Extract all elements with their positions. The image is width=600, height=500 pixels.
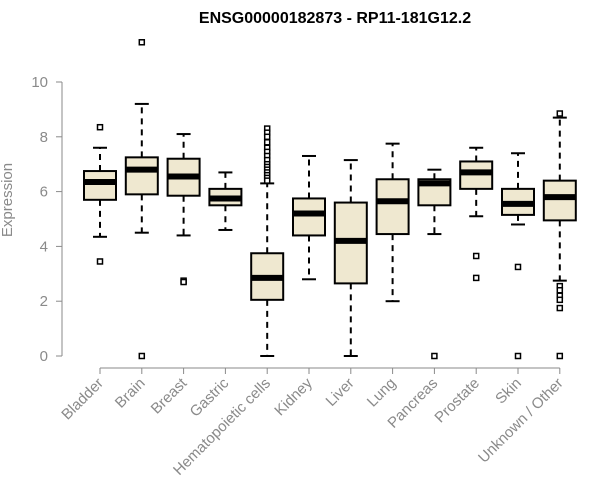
outlier-point [556,304,564,312]
iqr-box [124,156,159,196]
y-tick-label-2: 2 [40,293,48,310]
y-tick-label-4: 4 [40,238,48,255]
box-11 [542,110,577,360]
boxes-group [83,39,577,360]
x-tick-label: Brain [112,375,149,412]
x-tick-label: Bladder [58,375,107,424]
box-4 [250,125,285,357]
outlier-point [263,177,271,184]
y-tick-label-6: 6 [40,184,48,201]
x-tick-label: Kidney [271,374,316,419]
outlier-point [96,258,104,265]
box-1 [124,39,159,360]
chart-title: ENSG00000182873 - RP11-181G12.2 [199,10,471,27]
x-tick-label: Lung [364,375,400,411]
box-3 [208,171,243,231]
outlier-point [514,263,522,271]
outlier-point [431,352,438,360]
box-5 [292,154,326,281]
outlier-point [263,139,271,146]
outlier-point [138,352,146,360]
box-8 [417,168,452,360]
y-tick-label-8: 8 [40,129,48,146]
outlier-point [556,296,564,304]
iqr-box [83,170,117,201]
box-2 [166,133,201,286]
outlier-point [472,274,480,282]
y-tick-label-10: 10 [31,74,48,91]
iqr-box [375,178,410,236]
x-tick-label: Breast [148,374,191,417]
outlier-point [472,252,480,260]
outlier-point [556,286,564,294]
outlier-point [556,352,564,360]
x-tick-label: Liver [323,375,358,410]
outlier-point [556,110,564,117]
box-0 [83,123,117,265]
outlier-point [514,352,522,360]
x-tick-label: Prostate [431,375,483,427]
box-9 [459,146,494,282]
box-6 [333,159,368,357]
outlier-point [138,39,146,46]
iqr-box [292,197,326,237]
y-tick-label-0: 0 [40,348,48,365]
box-7 [375,142,410,303]
box-10 [501,152,535,360]
outlier-point [263,133,271,141]
outlier-point [180,278,187,286]
iqr-box [542,179,577,222]
x-tick-label: Skin [492,375,525,408]
y-axis: 0 2 4 6 8 10 [31,74,63,365]
outlier-point [96,123,104,131]
y-axis-label: Expression [0,163,16,237]
